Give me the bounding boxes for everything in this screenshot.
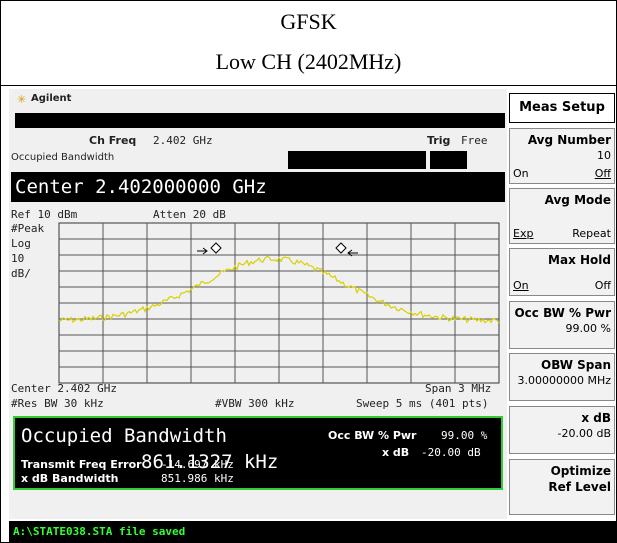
softkey-label: x dB [581,411,611,425]
xdb-label: x dB [382,446,410,459]
softkey-value: Ref Level [548,480,611,494]
trig: Free [461,134,488,147]
res-bw: #Res BW 30 kHz [11,397,104,410]
softkey-label: Avg Mode [544,193,611,207]
atten: Atten 20 dB [153,208,226,221]
measurement: Occupied Bandwidth [11,152,115,163]
vbw: #VBW 300 kHz [215,397,295,410]
trig-label: Trig [427,134,451,147]
markers [210,242,347,254]
softkey-title: Meas Setup [509,93,615,123]
xbw-value: 851.986 kHz [161,472,234,485]
status-bar: A:\STATE038.STA file saved [9,521,616,542]
xbw-label: x dB Bandwidth [21,472,119,485]
softkey[interactable]: OBW Span 3.00000000 MHz [509,353,615,401]
center-freq: Center 2.402 GHz [11,382,117,395]
box [288,151,426,169]
softkey[interactable]: Occ BW % Pwr 99.00 % [509,301,615,349]
softkey-option: Off [594,279,611,292]
subtitle: Low CH (2402MHz) [215,49,402,74]
softkey[interactable]: x dB -20.00 dB [509,406,615,454]
softkey-value: 3.00000000 MHz [517,374,611,387]
tfe-value: -14.697 kHz [161,458,234,471]
box [430,151,467,169]
scale-label: 10 [11,252,25,265]
sweep: Sweep 5 ms (401 pts) [356,397,489,410]
span: Span 3 MHz [425,382,492,395]
softkey-label: Avg Number [527,133,611,147]
scale-label: dB/ [11,267,31,280]
brand-icon: ✳ [17,93,27,106]
softkey[interactable]: Max Hold On Off [509,248,615,296]
occ-label: Occ BW % Pwr [328,429,417,442]
black-bar [15,113,505,128]
softkey-option: On [513,279,529,292]
softkey-value: -20.00 dB [557,427,612,440]
results-title: Occupied Bandwidth [21,425,227,447]
tfe-label: Transmit Freq Error [21,458,142,471]
scale-label: Log [11,237,31,250]
ref: Ref 10 dBm [11,208,78,221]
softkey-label: OBW Span [541,358,611,372]
softkey[interactable]: Optimize Ref Level [509,459,615,515]
divider [1,85,616,86]
softkey-option: On [513,167,529,180]
softkey-option: Repeat [572,227,611,240]
brand: Agilent [31,93,72,104]
softkey-option: Off [594,167,611,180]
softkey-label: Optimize [550,464,611,478]
occ-value: 99.00 % [441,429,488,442]
scale-label: #Peak [11,222,45,235]
softkey[interactable]: Avg Mode Exp Repeat [509,188,615,244]
trace [58,255,500,324]
xdb-value: -20.00 dB [421,446,481,459]
softkey-option: Exp [513,227,534,240]
results-value: 861.1327 kHz [141,451,279,473]
title: GFSK [280,9,337,34]
softkey-value: 99.00 % [565,322,611,335]
arrows [197,247,358,257]
ch-freq-label: Ch Freq [89,134,137,147]
center-banner: Center 2.402000000 GHz [11,172,505,202]
ch-freq: 2.402 GHz [153,134,213,147]
softkey-label: Occ BW % Pwr [514,306,611,320]
results-box [13,416,503,490]
softkey[interactable]: Avg Number 10 On Off [509,128,615,184]
softkey-value: 10 [597,149,611,162]
softkey-label: Max Hold [548,253,611,267]
